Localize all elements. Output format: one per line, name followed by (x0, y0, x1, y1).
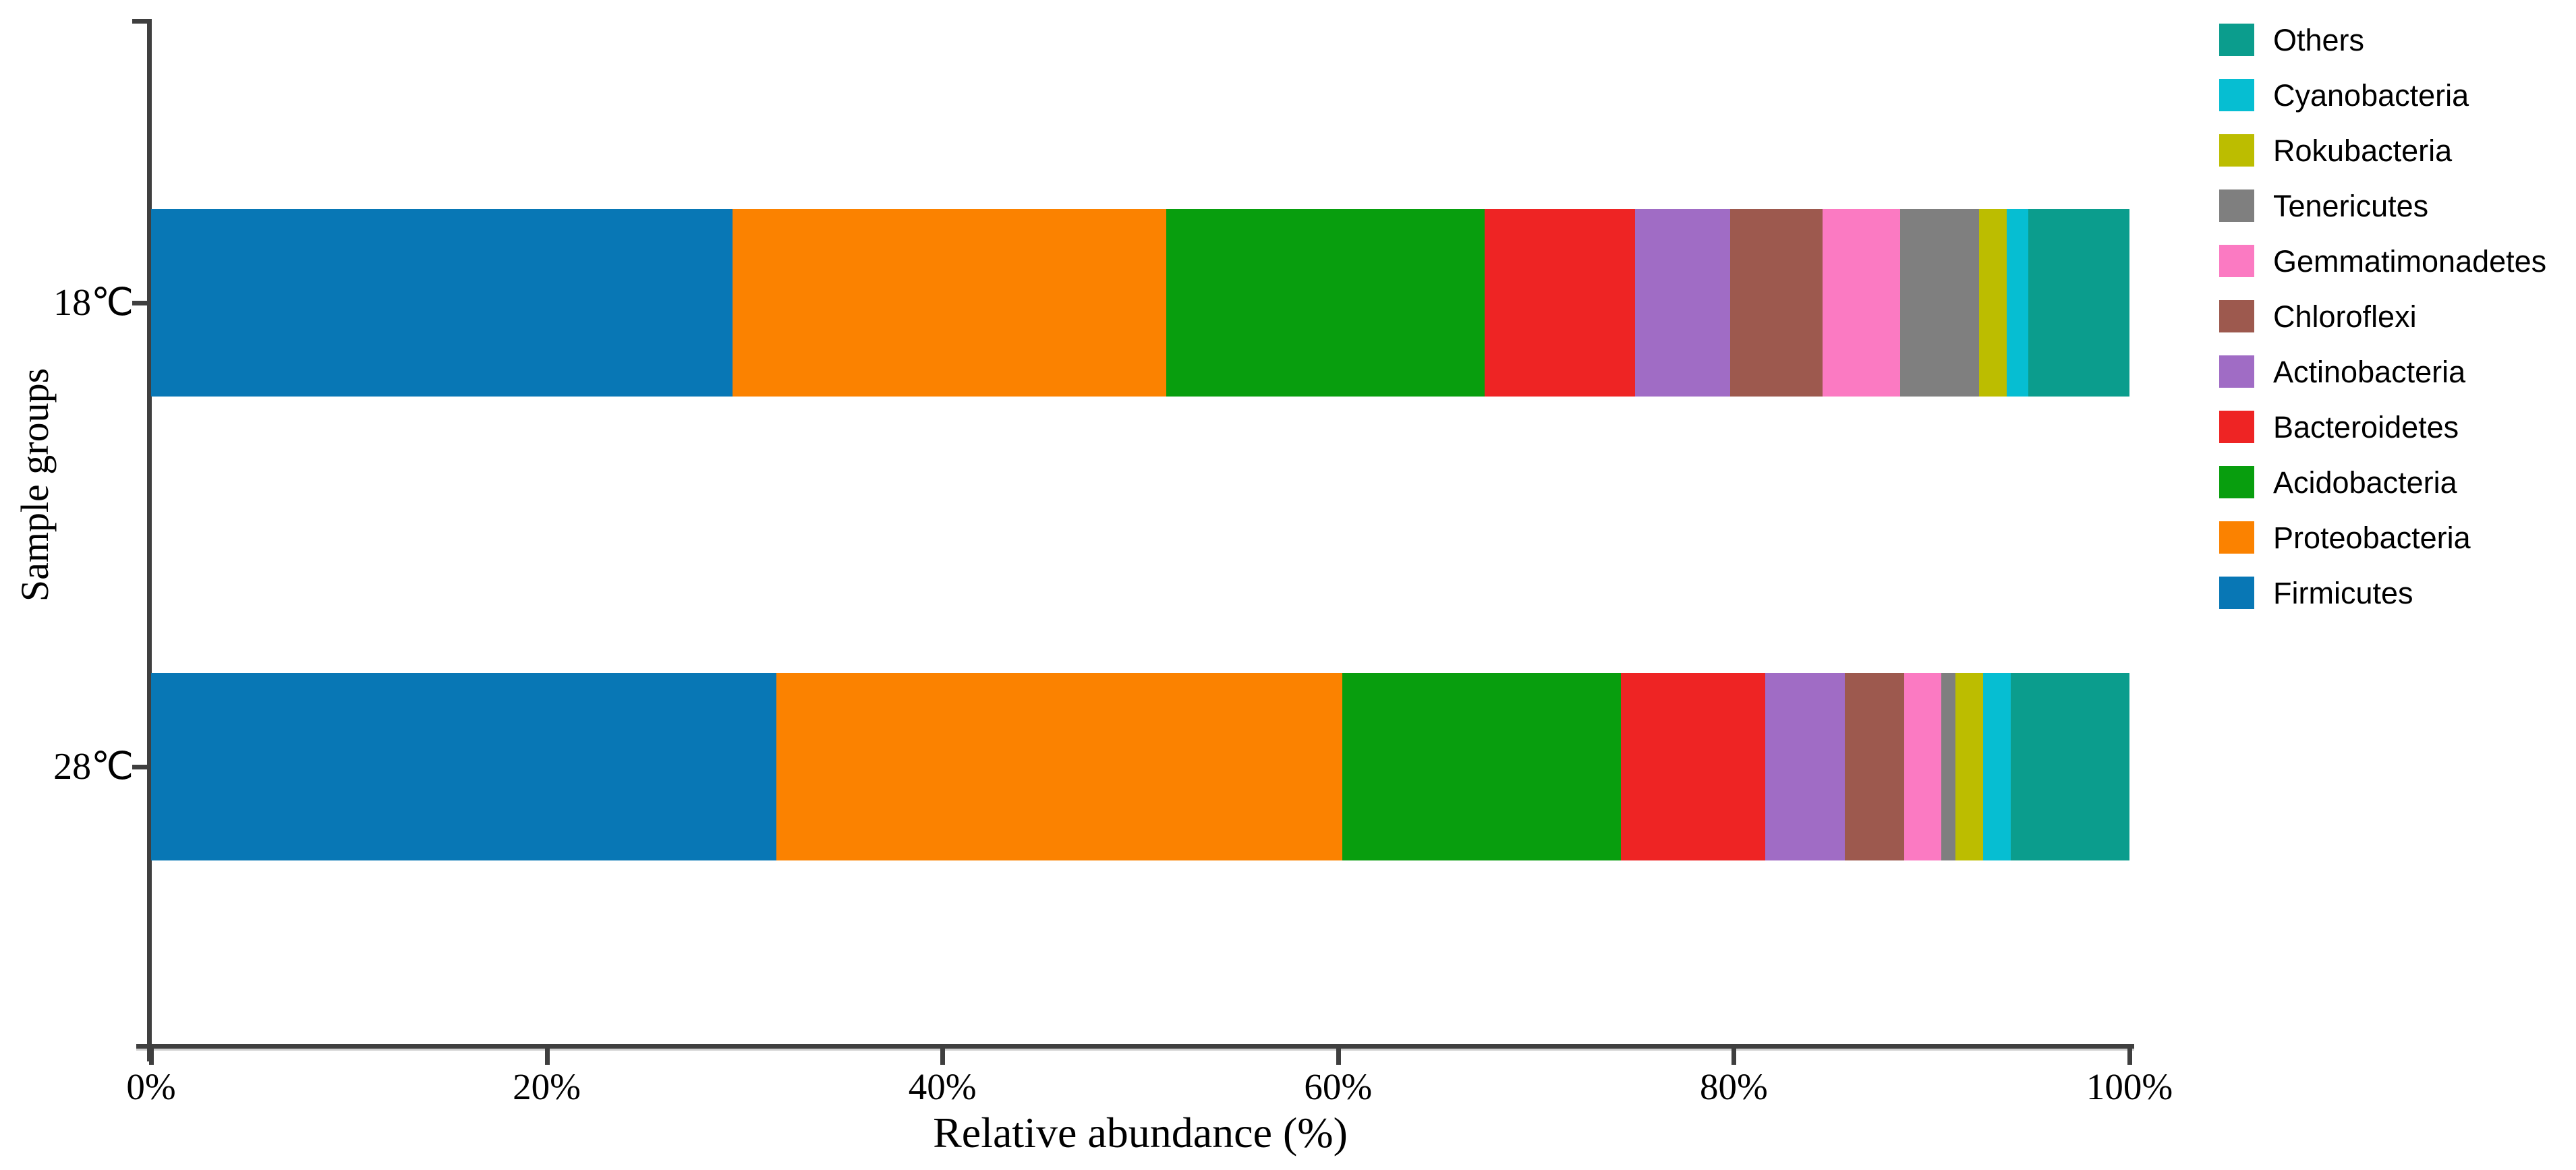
bar-segment-actinobacteria (1765, 673, 1845, 860)
y-axis-top-tick (132, 19, 152, 24)
y-tick-18c (132, 301, 152, 305)
bar-segment-tenericutes (1899, 209, 1980, 397)
legend-label: Actinobacteria (2273, 354, 2466, 389)
legend-label: Gemmatimonadetes (2273, 243, 2547, 279)
legend-swatch (2219, 355, 2254, 388)
y-tick-28c (132, 765, 152, 769)
x-tick-label: 100% (2086, 1066, 2173, 1107)
legend-item-gemmatimonadetes: Gemmatimonadetes (2219, 245, 2546, 277)
legend-item-tenericutes: Tenericutes (2219, 189, 2546, 222)
legend-swatch (2219, 466, 2254, 498)
legend-item-cyanobacteria: Cyanobacteria (2219, 79, 2546, 111)
bar-segment-rokubacteria (1979, 209, 2007, 397)
legend-swatch (2219, 189, 2254, 222)
category-label-28c: 28℃ (53, 746, 134, 788)
x-axis-ticks: 0% 20% 40% 60% 80% 100% (126, 0, 2173, 1170)
bar-segment-proteobacteria (776, 673, 1342, 860)
bar-segment-proteobacteria (733, 209, 1166, 397)
x-axis-title: Relative abundance (%) (933, 1109, 1348, 1157)
bar-segment-cyanobacteria (1982, 673, 2011, 860)
legend-item-actinobacteria: Actinobacteria (2219, 355, 2546, 388)
x-tick-label: 40% (908, 1066, 977, 1107)
bar-segment-firmicutes (151, 209, 733, 397)
stacked-bar-18c (151, 209, 2129, 397)
bar-segment-gemmatimonadetes (1904, 673, 1942, 860)
legend-item-bacteroidetes: Bacteroidetes (2219, 411, 2546, 443)
bar-segment-chloroflexi (1844, 673, 1904, 860)
legend-label: Firmicutes (2273, 575, 2413, 610)
y-axis-title: Sample groups (13, 368, 57, 602)
legend-swatch (2219, 521, 2254, 554)
legend-swatch (2219, 134, 2254, 167)
bar-segment-tenericutes (1941, 673, 1955, 860)
stacked-bar-28c (151, 673, 2129, 860)
bar-segment-gemmatimonadetes (1823, 209, 1900, 397)
legend-label: Cyanobacteria (2273, 78, 2469, 113)
bar-segment-actinobacteria (1634, 209, 1730, 397)
legend-label: Acidobacteria (2273, 465, 2457, 500)
legend-label: Others (2273, 22, 2365, 57)
bar-segment-others (2028, 209, 2129, 397)
legend-item-acidobacteria: Acidobacteria (2219, 466, 2546, 498)
legend-label: Bacteroidetes (2273, 409, 2459, 444)
bar-segment-bacteroidetes (1484, 209, 1635, 397)
legend-swatch (2219, 24, 2254, 56)
legend-label: Tenericutes (2273, 188, 2429, 223)
bar-segment-cyanobacteria (2007, 209, 2029, 397)
legend-swatch (2219, 411, 2254, 443)
x-tick-label: 80% (1699, 1066, 1768, 1107)
legend-item-chloroflexi: Chloroflexi (2219, 300, 2546, 332)
bar-segment-bacteroidetes (1621, 673, 1766, 860)
bar-segment-acidobacteria (1342, 673, 1622, 860)
category-label-18c: 18℃ (53, 282, 134, 324)
legend-label: Rokubacteria (2273, 133, 2453, 168)
bar-segment-chloroflexi (1729, 209, 1823, 397)
legend: Others Cyanobacteria Rokubacteria Tenericut… (2219, 24, 2546, 609)
bar-segment-acidobacteria (1166, 209, 1485, 397)
legend-swatch (2219, 577, 2254, 609)
bar-segment-rokubacteria (1955, 673, 1983, 860)
legend-item-firmicutes: Firmicutes (2219, 577, 2546, 609)
legend-item-rokubacteria: Rokubacteria (2219, 134, 2546, 167)
legend-label: Chloroflexi (2273, 299, 2417, 334)
bar-segment-firmicutes (151, 673, 776, 860)
legend-item-proteobacteria: Proteobacteria (2219, 521, 2546, 554)
legend-item-others: Others (2219, 24, 2546, 56)
legend-swatch (2219, 79, 2254, 111)
legend-swatch (2219, 300, 2254, 332)
x-tick-label: 20% (513, 1066, 581, 1107)
y-axis-line (147, 19, 152, 1061)
x-tick-label: 0% (126, 1066, 176, 1107)
x-tick-label: 60% (1304, 1066, 1373, 1107)
legend-label: Proteobacteria (2273, 520, 2471, 555)
legend-swatch (2219, 245, 2254, 277)
bar-segment-others (2010, 673, 2129, 860)
x-axis-line (136, 1044, 2134, 1049)
